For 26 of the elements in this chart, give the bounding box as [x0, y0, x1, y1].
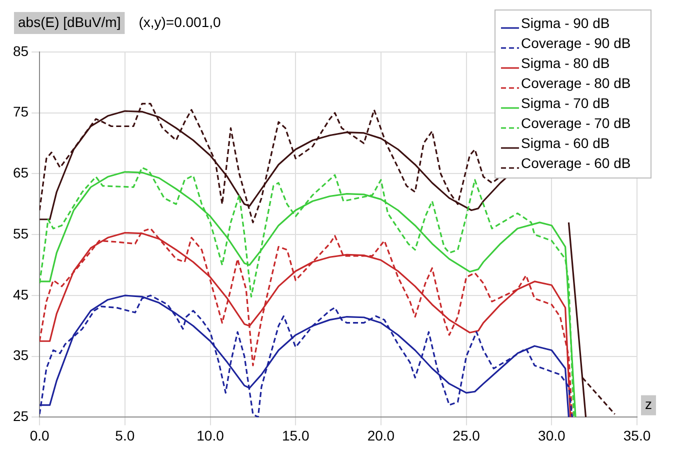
x-tick-label: 30.0 — [538, 427, 566, 444]
y-axis-title: abs(E) [dBuV/m] — [18, 14, 121, 30]
y-tick-label: 65 — [12, 164, 29, 181]
text: (x,y)=0.001,0 — [138, 14, 222, 30]
x-tick-label: 20.0 — [367, 427, 395, 444]
y-tick-label: 75 — [12, 104, 29, 120]
y-tick-label: 85 — [12, 42, 29, 59]
legend-label: Sigma - 90 dB — [521, 14, 610, 31]
x-tick-label: 15.0 — [282, 427, 310, 444]
legend-label: Coverage - 90 dB — [521, 34, 631, 51]
legend-label: Sigma - 60 dB — [521, 134, 610, 151]
legend-label: Sigma - 70 dB — [521, 94, 610, 111]
x-axis-title: z — [645, 396, 652, 412]
y-tick-label: 35 — [12, 347, 29, 364]
legend-label: Sigma - 80 dB — [521, 54, 610, 71]
x-tick-label: 25.0 — [452, 427, 480, 444]
x-tick-label: 35.0 — [623, 427, 651, 444]
legend-label: Coverage - 80 dB — [521, 74, 631, 91]
legend-label: Coverage - 60 dB — [521, 154, 631, 171]
y-tick-label: 55 — [12, 225, 29, 242]
x-tick-label: 0.0 — [30, 427, 50, 444]
x-tick-label: 10.0 — [196, 427, 224, 444]
y-tick-label: 25 — [12, 408, 29, 424]
legend-label: Coverage - 70 dB — [521, 114, 631, 131]
y-tick-label: 45 — [12, 286, 29, 302]
x-tick-label: 5.0 — [115, 427, 135, 444]
